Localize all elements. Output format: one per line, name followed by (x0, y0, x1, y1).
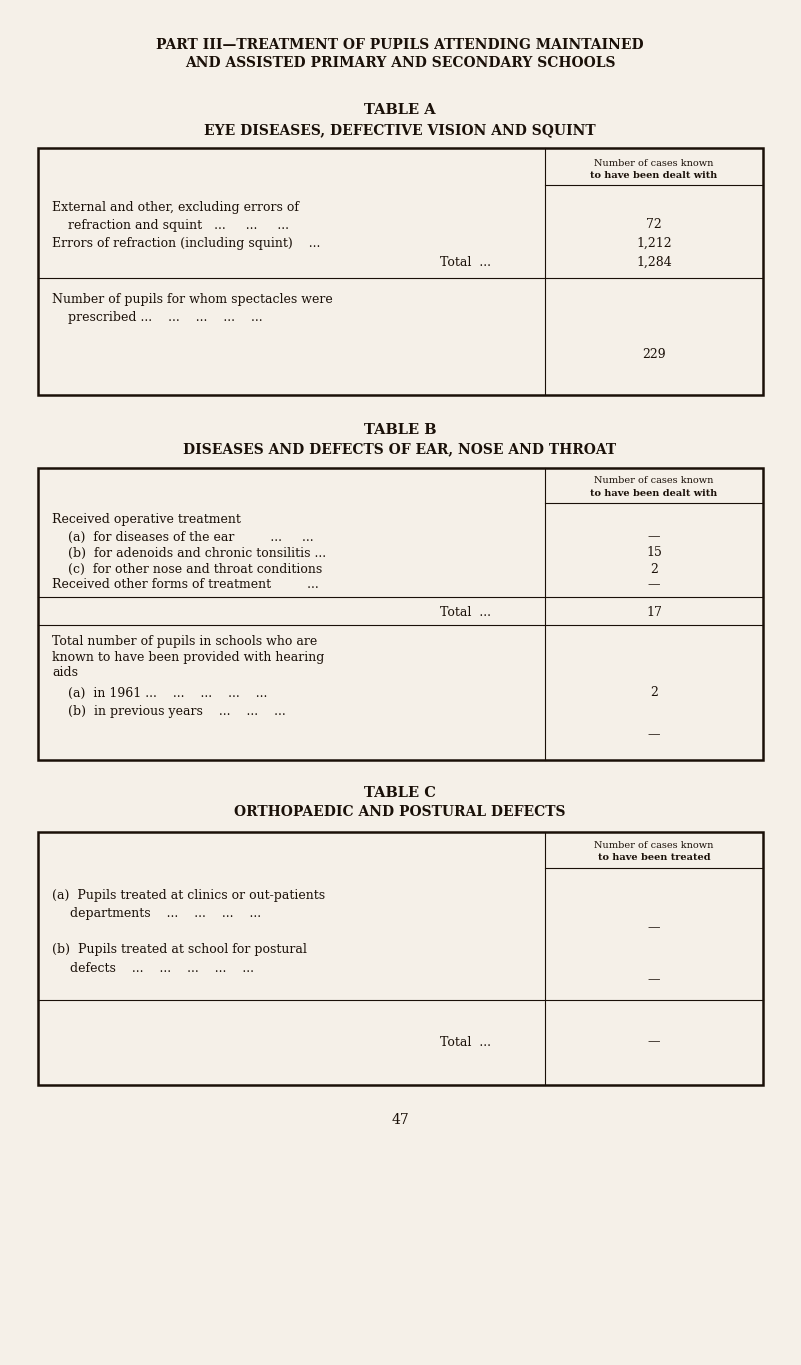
Text: Received operative treatment: Received operative treatment (52, 513, 241, 527)
Text: defects    ...    ...    ...    ...    ...: defects ... ... ... ... ... (70, 961, 254, 975)
Bar (38, 833, 763, 1085)
Text: aids: aids (52, 666, 78, 680)
Text: —: — (648, 921, 660, 935)
Text: Total number of pupils in schools who are: Total number of pupils in schools who ar… (52, 635, 317, 647)
Text: 17: 17 (646, 606, 662, 618)
Text: prescribed ...    ...    ...    ...    ...: prescribed ... ... ... ... ... (68, 311, 263, 325)
Bar (38, 468, 763, 760)
Text: EYE DISEASES, DEFECTIVE VISION AND SQUINT: EYE DISEASES, DEFECTIVE VISION AND SQUIN… (204, 123, 596, 136)
Text: Number of pupils for whom spectacles were: Number of pupils for whom spectacles wer… (52, 293, 332, 307)
Text: 72: 72 (646, 218, 662, 232)
Text: (b)  in previous years    ...    ...    ...: (b) in previous years ... ... ... (68, 706, 286, 718)
Text: DISEASES AND DEFECTS OF EAR, NOSE AND THROAT: DISEASES AND DEFECTS OF EAR, NOSE AND TH… (183, 442, 617, 456)
Text: TABLE B: TABLE B (364, 423, 437, 437)
Text: 47: 47 (391, 1112, 409, 1127)
Text: External and other, excluding errors of: External and other, excluding errors of (52, 202, 299, 214)
Text: Total  ...: Total ... (440, 255, 491, 269)
Bar (38, 147, 763, 394)
Text: TABLE C: TABLE C (364, 786, 436, 800)
Text: —: — (648, 1036, 660, 1048)
Text: (a)  in 1961 ...    ...    ...    ...    ...: (a) in 1961 ... ... ... ... ... (68, 687, 268, 699)
Text: Errors of refraction (including squint)    ...: Errors of refraction (including squint) … (52, 236, 320, 250)
Text: to have been treated: to have been treated (598, 853, 710, 863)
Text: 2: 2 (650, 687, 658, 699)
Text: (a)  Pupils treated at clinics or out-patients: (a) Pupils treated at clinics or out-pat… (52, 890, 325, 902)
Text: —: — (648, 531, 660, 543)
Text: Number of cases known: Number of cases known (594, 841, 714, 849)
Text: Total  ...: Total ... (440, 1036, 491, 1048)
Text: —: — (648, 973, 660, 987)
Text: to have been dealt with: to have been dealt with (590, 172, 718, 180)
Text: 1,284: 1,284 (636, 255, 672, 269)
Text: 15: 15 (646, 546, 662, 560)
Text: AND ASSISTED PRIMARY AND SECONDARY SCHOOLS: AND ASSISTED PRIMARY AND SECONDARY SCHOO… (185, 56, 615, 70)
Text: refraction and squint   ...     ...     ...: refraction and squint ... ... ... (68, 218, 289, 232)
Text: (b)  Pupils treated at school for postural: (b) Pupils treated at school for postura… (52, 943, 307, 957)
Text: —: — (648, 579, 660, 591)
Text: 229: 229 (642, 348, 666, 362)
Text: to have been dealt with: to have been dealt with (590, 489, 718, 497)
Text: PART III—TREATMENT OF PUPILS ATTENDING MAINTAINED: PART III—TREATMENT OF PUPILS ATTENDING M… (156, 38, 644, 52)
Text: 1,212: 1,212 (636, 236, 672, 250)
Text: Received other forms of treatment         ...: Received other forms of treatment ... (52, 579, 319, 591)
Text: (b)  for adenoids and chronic tonsilitis ...: (b) for adenoids and chronic tonsilitis … (68, 546, 326, 560)
Text: Total  ...: Total ... (440, 606, 491, 618)
Text: (a)  for diseases of the ear         ...     ...: (a) for diseases of the ear ... ... (68, 531, 314, 543)
Text: TABLE A: TABLE A (364, 102, 436, 117)
Text: Number of cases known: Number of cases known (594, 158, 714, 168)
Text: known to have been provided with hearing: known to have been provided with hearing (52, 651, 324, 663)
Text: —: — (648, 729, 660, 741)
Text: 2: 2 (650, 562, 658, 576)
Text: Number of cases known: Number of cases known (594, 475, 714, 485)
Text: (c)  for other nose and throat conditions: (c) for other nose and throat conditions (68, 562, 322, 576)
Text: departments    ...    ...    ...    ...: departments ... ... ... ... (70, 908, 261, 920)
Text: ORTHOPAEDIC AND POSTURAL DEFECTS: ORTHOPAEDIC AND POSTURAL DEFECTS (234, 805, 566, 819)
